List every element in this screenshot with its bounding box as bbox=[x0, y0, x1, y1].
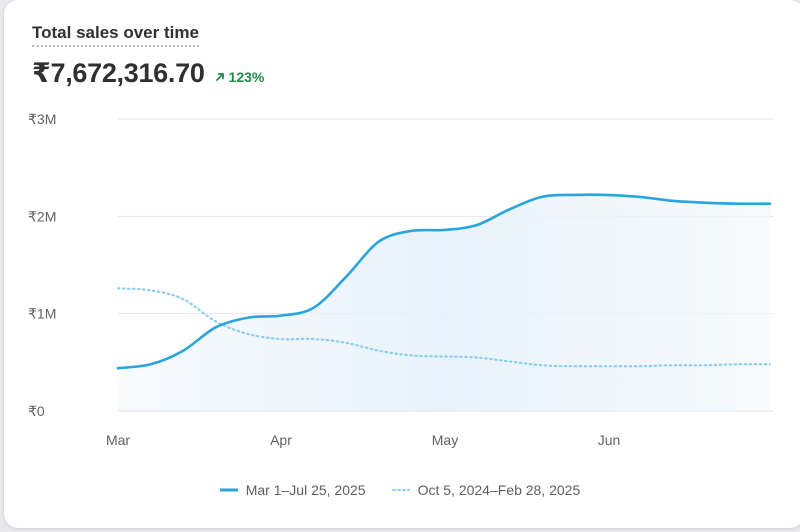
change-percent: 123% bbox=[228, 69, 265, 85]
legend-item-current[interactable]: Mar 1–Jul 25, 2025 bbox=[219, 482, 366, 498]
x-tick-label: Mar bbox=[106, 432, 130, 448]
x-tick-label: Apr bbox=[270, 432, 292, 448]
y-axis-labels: ₹3M ₹2M ₹1M ₹0 bbox=[28, 111, 56, 419]
legend-label-current: Mar 1–Jul 25, 2025 bbox=[245, 482, 366, 498]
legend-item-previous[interactable]: Oct 5, 2024–Feb 28, 2025 bbox=[391, 482, 581, 498]
card-title[interactable]: Total sales over time bbox=[32, 23, 199, 47]
y-tick-label: ₹2M bbox=[28, 208, 56, 224]
legend-swatch-dotted bbox=[391, 489, 410, 491]
area-fill bbox=[118, 194, 770, 411]
total-row: ₹7,672,316.70 123% bbox=[32, 58, 264, 89]
y-tick-label: ₹1M bbox=[28, 306, 56, 322]
total-sales-value: ₹7,672,316.70 bbox=[32, 58, 205, 88]
current-area bbox=[118, 194, 770, 411]
legend-swatch-solid bbox=[219, 488, 238, 492]
y-tick-label: ₹0 bbox=[28, 403, 45, 419]
change-badge: 123% bbox=[215, 69, 265, 85]
series-line-previous[interactable] bbox=[116, 287, 772, 368]
legend-label-previous: Oct 5, 2024–Feb 28, 2025 bbox=[417, 482, 581, 498]
x-tick-label: Jun bbox=[598, 432, 621, 448]
x-tick-label: May bbox=[432, 432, 458, 448]
series-line-current[interactable] bbox=[116, 193, 772, 370]
x-axis-labels: Mar Apr May Jun bbox=[106, 432, 620, 448]
y-tick-label: ₹3M bbox=[28, 111, 56, 127]
legend: Mar 1–Jul 25, 2025 Oct 5, 2024–Feb 28, 2… bbox=[0, 482, 800, 498]
series-lines bbox=[116, 193, 772, 370]
arrow-up-right-icon bbox=[215, 73, 224, 81]
